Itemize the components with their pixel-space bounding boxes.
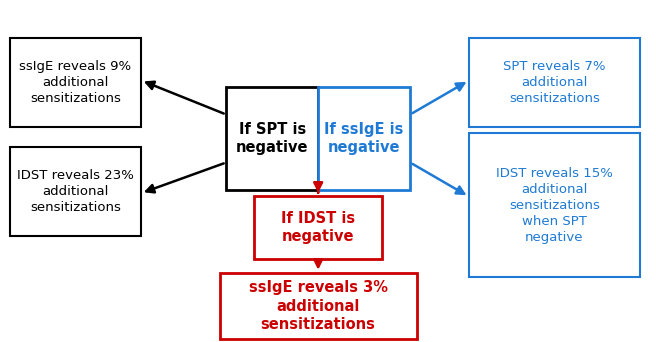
Text: If ssIgE is
negative: If ssIgE is negative [325,122,403,155]
FancyBboxPatch shape [10,147,141,236]
FancyBboxPatch shape [226,87,318,190]
FancyBboxPatch shape [10,38,141,127]
FancyBboxPatch shape [318,87,410,190]
Text: ssIgE reveals 3%
additional
sensitizations: ssIgE reveals 3% additional sensitizatio… [249,280,388,332]
FancyBboxPatch shape [254,196,382,259]
Text: SPT reveals 7%
additional
sensitizations: SPT reveals 7% additional sensitizations [503,60,605,105]
Text: If IDST is
negative: If IDST is negative [281,211,355,244]
Text: ssIgE reveals 9%
additional
sensitizations: ssIgE reveals 9% additional sensitizatio… [20,60,131,105]
FancyBboxPatch shape [220,273,417,339]
Text: IDST reveals 15%
additional
sensitizations
when SPT
negative: IDST reveals 15% additional sensitizatio… [496,167,613,244]
Text: If SPT is
negative: If SPT is negative [236,122,308,155]
FancyBboxPatch shape [469,38,640,127]
Text: IDST reveals 23%
additional
sensitizations: IDST reveals 23% additional sensitizatio… [17,169,134,214]
FancyBboxPatch shape [469,133,640,277]
